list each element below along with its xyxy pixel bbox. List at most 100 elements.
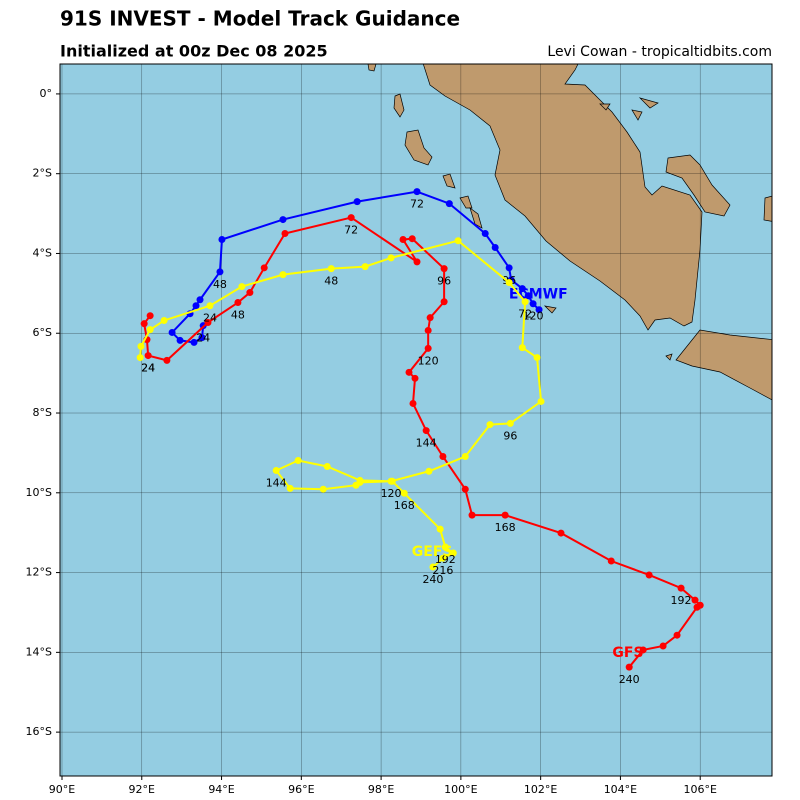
grid xyxy=(60,64,772,776)
track-point xyxy=(168,328,176,336)
borneo-edge xyxy=(763,195,772,222)
track-point xyxy=(352,481,360,489)
hour-label: 168 xyxy=(394,499,415,512)
track-point xyxy=(272,466,280,474)
track-point xyxy=(144,352,152,360)
track-point xyxy=(607,557,615,565)
tracks: 24 48 72 96 120 ECMWF 24 48 72 96 120 144 168 192 240 G… xyxy=(136,188,704,686)
track-point xyxy=(426,314,434,322)
track-point xyxy=(218,236,226,244)
y-tick-label: 14°S xyxy=(26,645,52,658)
model-name: GEFS xyxy=(412,544,453,560)
hour-label: 144 xyxy=(266,476,287,489)
track-point xyxy=(440,265,448,273)
track-point xyxy=(192,302,200,310)
track-point xyxy=(387,254,395,262)
track-point xyxy=(518,344,526,352)
track-point xyxy=(319,485,327,493)
track-point xyxy=(518,285,526,293)
track-point xyxy=(625,663,633,671)
track-point xyxy=(136,354,144,362)
track-point xyxy=(424,344,432,352)
track-point xyxy=(645,571,653,579)
track-point xyxy=(413,188,421,196)
x-tick-label: 96°E xyxy=(288,783,314,796)
track-point xyxy=(436,525,444,533)
track-point xyxy=(439,452,447,460)
track-point xyxy=(279,216,287,224)
track-point xyxy=(356,476,364,484)
ocean xyxy=(60,64,772,776)
track-point xyxy=(429,563,437,571)
track-point xyxy=(439,554,447,562)
track-point xyxy=(413,258,421,266)
track-point xyxy=(461,485,469,493)
track-point xyxy=(659,642,667,650)
hour-label: 144 xyxy=(416,437,437,450)
track-point xyxy=(400,489,408,497)
track-point xyxy=(506,419,514,427)
x-tick-label: 94°E xyxy=(208,783,234,796)
sumatra xyxy=(422,64,703,331)
track-point xyxy=(557,529,565,537)
track-point xyxy=(286,484,294,492)
track-point xyxy=(441,543,449,551)
y-tick-label: 6°S xyxy=(33,326,52,339)
hour-label: 48 xyxy=(213,278,227,291)
x-tick-label: 98°E xyxy=(368,783,394,796)
track-point xyxy=(246,289,254,297)
track-point xyxy=(521,298,529,306)
track-point xyxy=(234,299,242,307)
x-tick-label: 102°E xyxy=(524,783,557,796)
y-tick-label: 10°S xyxy=(26,486,52,499)
island xyxy=(459,195,473,209)
island xyxy=(599,103,611,111)
model-name: ECMWF xyxy=(509,287,568,303)
track-point xyxy=(481,230,489,238)
hour-label: 192 xyxy=(435,553,456,566)
x-tick-label: 90°E xyxy=(49,783,75,796)
x-tick-label: 104°E xyxy=(604,783,637,796)
x-tick-label: 100°E xyxy=(444,783,477,796)
track-point xyxy=(196,296,204,304)
track-point xyxy=(411,374,419,382)
chart-subtitle: Initialized at 00z Dec 08 2025 xyxy=(60,42,328,61)
track-point xyxy=(445,200,453,208)
track-line xyxy=(170,190,540,344)
y-tick-label: 4°S xyxy=(33,246,52,259)
hour-label: 24 xyxy=(203,312,217,325)
x-tick-label: 92°E xyxy=(129,783,155,796)
track-point xyxy=(693,603,701,611)
track-point xyxy=(190,338,198,346)
hour-label: 240 xyxy=(619,673,640,686)
track-point xyxy=(238,283,246,291)
track-point xyxy=(361,263,369,271)
island xyxy=(393,93,405,118)
island xyxy=(665,353,673,361)
track-point xyxy=(677,584,685,592)
track-point xyxy=(140,320,148,328)
hour-label: 120 xyxy=(523,310,544,323)
island xyxy=(367,64,377,72)
track-point xyxy=(160,316,168,324)
track-point xyxy=(505,279,513,287)
x-tick-label: 106°E xyxy=(683,783,716,796)
track-point xyxy=(405,368,413,376)
hour-label: 72 xyxy=(410,198,424,211)
island xyxy=(442,173,456,189)
model-name: GFS xyxy=(612,645,643,661)
track-point xyxy=(176,336,184,344)
hour-label: 24 xyxy=(141,362,155,375)
track-point xyxy=(422,427,430,435)
hour-label: 168 xyxy=(495,521,516,534)
track-point xyxy=(347,214,355,222)
hour-label: 216 xyxy=(432,564,453,577)
track-point xyxy=(281,230,289,238)
island xyxy=(543,305,557,314)
y-tick-label: 16°S xyxy=(26,725,52,738)
track-point xyxy=(639,646,647,654)
map-frame xyxy=(59,63,773,777)
track-point xyxy=(137,342,145,350)
track-point xyxy=(529,300,537,308)
hour-label: 24 xyxy=(196,332,210,345)
